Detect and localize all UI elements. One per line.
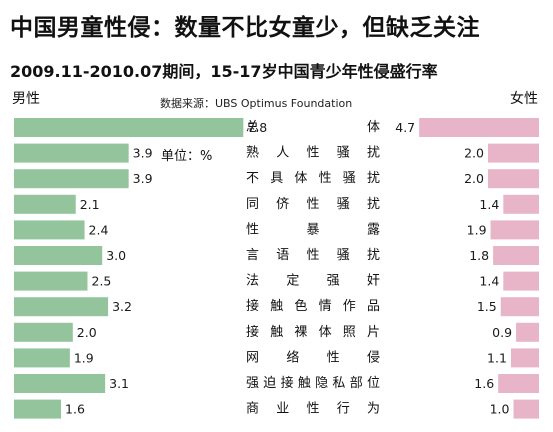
male-bar bbox=[14, 194, 76, 214]
male-bar bbox=[14, 271, 88, 291]
female-bar bbox=[419, 118, 539, 137]
female-value-label: 4.7 bbox=[395, 120, 415, 135]
male-value-label: 2.0 bbox=[77, 325, 97, 340]
category-label: 网络性侵 bbox=[246, 349, 380, 365]
female-series-label: 女性 bbox=[510, 91, 538, 107]
female-bar bbox=[513, 399, 539, 419]
female-value-label: 0.9 bbox=[492, 325, 512, 340]
male-bar bbox=[14, 348, 70, 368]
female-value-label: 1.4 bbox=[479, 274, 499, 289]
category-label: 同侪性骚扰 bbox=[246, 197, 380, 212]
female-value-label: 1.0 bbox=[490, 402, 510, 417]
male-value-label: 3.1 bbox=[109, 376, 129, 391]
category-label: 言语性骚扰 bbox=[246, 248, 380, 263]
male-value-label: 7.8 bbox=[247, 120, 267, 135]
female-bar bbox=[498, 374, 539, 393]
female-bar bbox=[500, 297, 539, 317]
female-bar bbox=[488, 143, 539, 163]
female-bar bbox=[488, 169, 539, 189]
female-bar bbox=[516, 322, 539, 342]
male-bar bbox=[14, 374, 106, 393]
male-value-label: 2.1 bbox=[80, 197, 100, 212]
category-label: 商业性行为 bbox=[246, 402, 380, 417]
male-value-label: 2.4 bbox=[89, 222, 109, 237]
female-value-label: 2.0 bbox=[464, 171, 484, 186]
male-bar bbox=[14, 169, 129, 189]
female-value-label: 1.4 bbox=[479, 197, 499, 212]
male-bar bbox=[14, 297, 109, 317]
male-value-label: 1.6 bbox=[65, 402, 85, 417]
category-label: 性暴露 bbox=[246, 222, 380, 237]
female-value-label: 1.8 bbox=[469, 248, 489, 263]
male-series-label: 男性 bbox=[12, 91, 40, 107]
male-value-label: 3.2 bbox=[112, 299, 132, 314]
category-label: 不具体性骚扰 bbox=[246, 171, 380, 186]
chart-subtitle: 2009.11-2010.07期间，15-17岁中国青少年性侵盛行率 bbox=[10, 62, 438, 81]
male-bar bbox=[14, 399, 62, 419]
male-value-label: 2.5 bbox=[92, 274, 112, 289]
female-bar bbox=[503, 271, 539, 291]
male-bar bbox=[14, 143, 129, 163]
category-label: 接触裸体照片 bbox=[246, 324, 380, 340]
female-value-label: 1.1 bbox=[487, 350, 507, 365]
male-value-label: 3.0 bbox=[106, 248, 126, 263]
male-bar bbox=[14, 220, 85, 240]
category-label: 接触色情作品 bbox=[246, 298, 380, 314]
female-value-label: 2.0 bbox=[464, 146, 484, 161]
category-label: 法定强奸 bbox=[246, 274, 380, 289]
male-bar bbox=[14, 118, 244, 137]
category-label: 熟人性骚扰 bbox=[246, 145, 380, 161]
male-value-label: 1.9 bbox=[74, 350, 94, 365]
unit-label: 单位：% bbox=[161, 149, 213, 164]
female-bar bbox=[493, 246, 539, 265]
female-bar bbox=[510, 348, 539, 368]
male-bar bbox=[14, 322, 73, 342]
female-bar bbox=[490, 220, 539, 240]
male-bar bbox=[14, 246, 103, 265]
male-value-label: 3.9 bbox=[133, 146, 153, 161]
category-label: 强迫接触隐私部位 bbox=[246, 375, 380, 391]
female-value-label: 1.5 bbox=[477, 299, 497, 314]
chart-title: 中国男童性侵：数量不比女童少，但缺乏关注 bbox=[10, 15, 480, 41]
data-source: 数据来源：UBS Optimus Foundation bbox=[160, 97, 353, 110]
male-value-label: 3.9 bbox=[133, 171, 153, 186]
female-value-label: 1.6 bbox=[474, 376, 494, 391]
female-value-label: 1.9 bbox=[467, 222, 487, 237]
female-bar bbox=[503, 194, 539, 214]
